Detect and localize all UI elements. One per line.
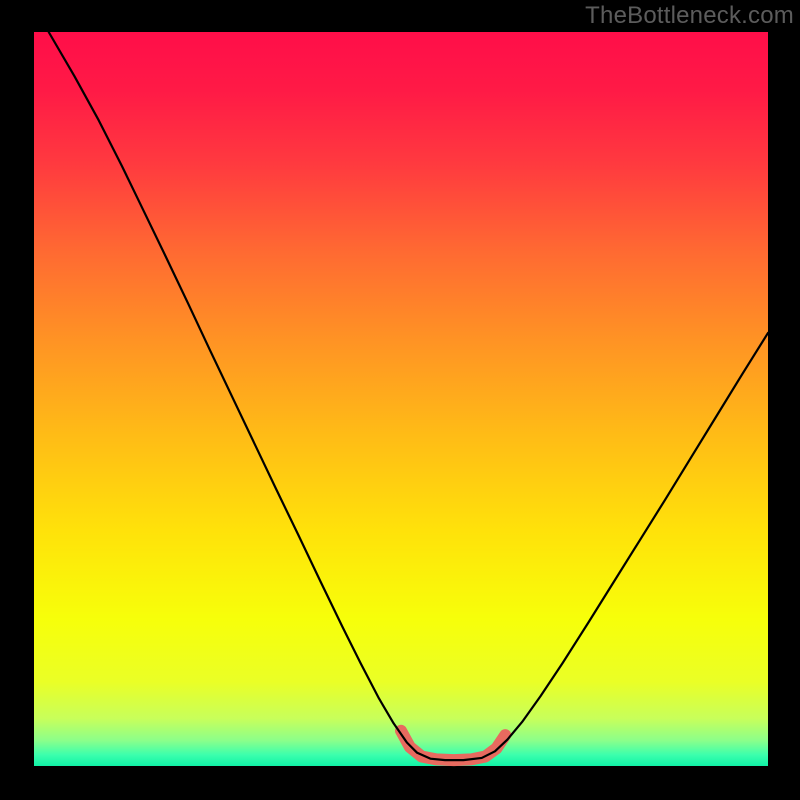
- chart-frame: TheBottleneck.com: [0, 0, 800, 800]
- main-curve: [49, 32, 768, 760]
- valley-highlight: [401, 731, 505, 760]
- watermark-text: TheBottleneck.com: [585, 2, 794, 30]
- plot-area: [34, 32, 768, 766]
- curve-layer: [34, 32, 768, 766]
